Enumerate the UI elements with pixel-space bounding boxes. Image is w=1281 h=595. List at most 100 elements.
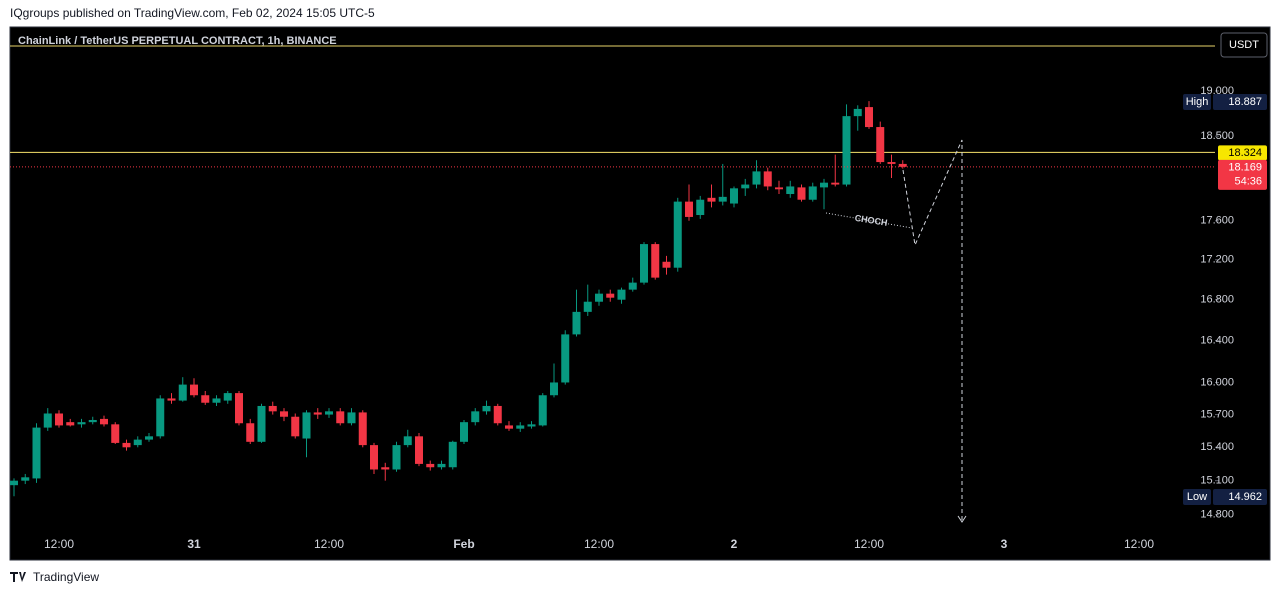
x-tick-label: 12:00	[584, 537, 614, 551]
candle-body	[550, 382, 558, 396]
candle-body	[167, 398, 176, 401]
choch-line	[825, 212, 913, 229]
candle-body	[55, 413, 63, 426]
x-tick-label: 12:00	[314, 537, 344, 551]
candle-body	[190, 384, 198, 396]
hline-label: 18.324	[1228, 147, 1262, 159]
y-tick-label: 14.800	[1200, 509, 1234, 521]
x-tick-label: 12:00	[44, 537, 74, 551]
candle-body	[808, 186, 817, 200]
candle-body	[505, 425, 513, 429]
y-tick-label: 16.400	[1200, 334, 1234, 346]
y-tick-label: 15.100	[1200, 475, 1234, 487]
candle-body	[662, 261, 671, 268]
candle-body	[763, 171, 772, 187]
projection-path	[902, 139, 963, 520]
currency-button[interactable]	[1220, 32, 1268, 58]
candle-body	[707, 197, 716, 202]
candle-body	[392, 445, 401, 470]
x-tick-label: 12:00	[854, 537, 884, 551]
header: IQgroups published on TradingView.com, F…	[10, 6, 375, 20]
y-tick-label: 16.000	[1200, 376, 1234, 388]
candle-body	[448, 441, 457, 468]
candle-body	[538, 395, 547, 426]
marker-label-box	[1183, 94, 1211, 110]
y-tick-label: 18.500	[1200, 130, 1234, 142]
x-tick-label: 31	[187, 537, 201, 551]
candle-body	[336, 411, 345, 424]
x-tick-label: 12:00	[1124, 537, 1154, 551]
candle-body	[696, 199, 705, 216]
candle-body	[280, 411, 288, 417]
candle-body	[77, 422, 86, 425]
candle-body	[628, 282, 637, 290]
candle-body	[358, 412, 367, 446]
candle-body	[730, 188, 738, 204]
candle-body	[617, 289, 626, 300]
candle-body	[898, 163, 907, 167]
candle-body	[122, 442, 131, 448]
y-tick-label: 15.400	[1200, 441, 1234, 453]
last-price-label: 18.169	[1228, 162, 1262, 174]
candle-body	[752, 171, 761, 185]
candle-body	[201, 395, 210, 403]
x-tick-label: 2	[731, 537, 738, 551]
candle-body	[876, 127, 885, 163]
candle-body	[100, 418, 108, 425]
marker-value-box	[1213, 94, 1267, 110]
marker-value: 14.962	[1228, 491, 1262, 503]
footer: TradingView	[33, 570, 99, 584]
y-tick-label: 17.600	[1200, 215, 1234, 227]
candle-body	[325, 411, 333, 415]
candle-body	[145, 436, 153, 440]
candle-body	[493, 405, 502, 424]
candle-body	[426, 463, 435, 468]
candle-body	[111, 424, 120, 443]
candle-body	[482, 405, 491, 412]
y-tick-label: 16.800	[1200, 294, 1234, 306]
candle-body	[685, 201, 693, 217]
candle-body	[516, 425, 525, 429]
candle-body	[741, 184, 750, 189]
candle-body	[212, 398, 221, 403]
marker-label: High	[1186, 96, 1209, 108]
projection-arrow	[957, 515, 967, 523]
candle-body	[156, 398, 165, 437]
footer-logo	[10, 572, 26, 582]
candle-body	[302, 412, 311, 439]
candle-body	[313, 412, 322, 415]
marker-label-box	[1183, 489, 1211, 505]
candle-body	[381, 467, 390, 470]
y-tick-label: 15.700	[1200, 408, 1234, 420]
candle-body	[88, 419, 97, 423]
candle-body	[718, 196, 727, 202]
y-tick-label: 19.000	[1200, 85, 1234, 97]
candle-body	[606, 293, 615, 298]
candle-body	[651, 244, 660, 278]
candle-body	[561, 334, 570, 383]
candle-body	[32, 427, 41, 479]
candle-body	[66, 422, 75, 426]
plot	[10, 101, 1215, 497]
last-price-box	[1218, 159, 1267, 190]
x-tick-label: Feb	[453, 537, 474, 551]
candle-body	[133, 439, 142, 446]
candle-body	[246, 423, 255, 442]
candle-body	[347, 412, 356, 424]
marker-value: 18.887	[1228, 96, 1262, 108]
currency-label[interactable]: USDT	[1229, 39, 1259, 51]
candle-body	[786, 186, 795, 195]
marker-label: Low	[1187, 491, 1207, 503]
candle-body	[887, 162, 896, 164]
chart-panel	[9, 26, 1271, 561]
candle-body	[583, 301, 592, 312]
candle-body	[257, 405, 266, 442]
candle-body	[853, 108, 862, 117]
marker-value-box	[1213, 489, 1267, 505]
candle-body	[831, 182, 840, 185]
candle-body	[223, 393, 232, 401]
candle-body	[775, 187, 783, 190]
candle-body	[572, 311, 581, 335]
